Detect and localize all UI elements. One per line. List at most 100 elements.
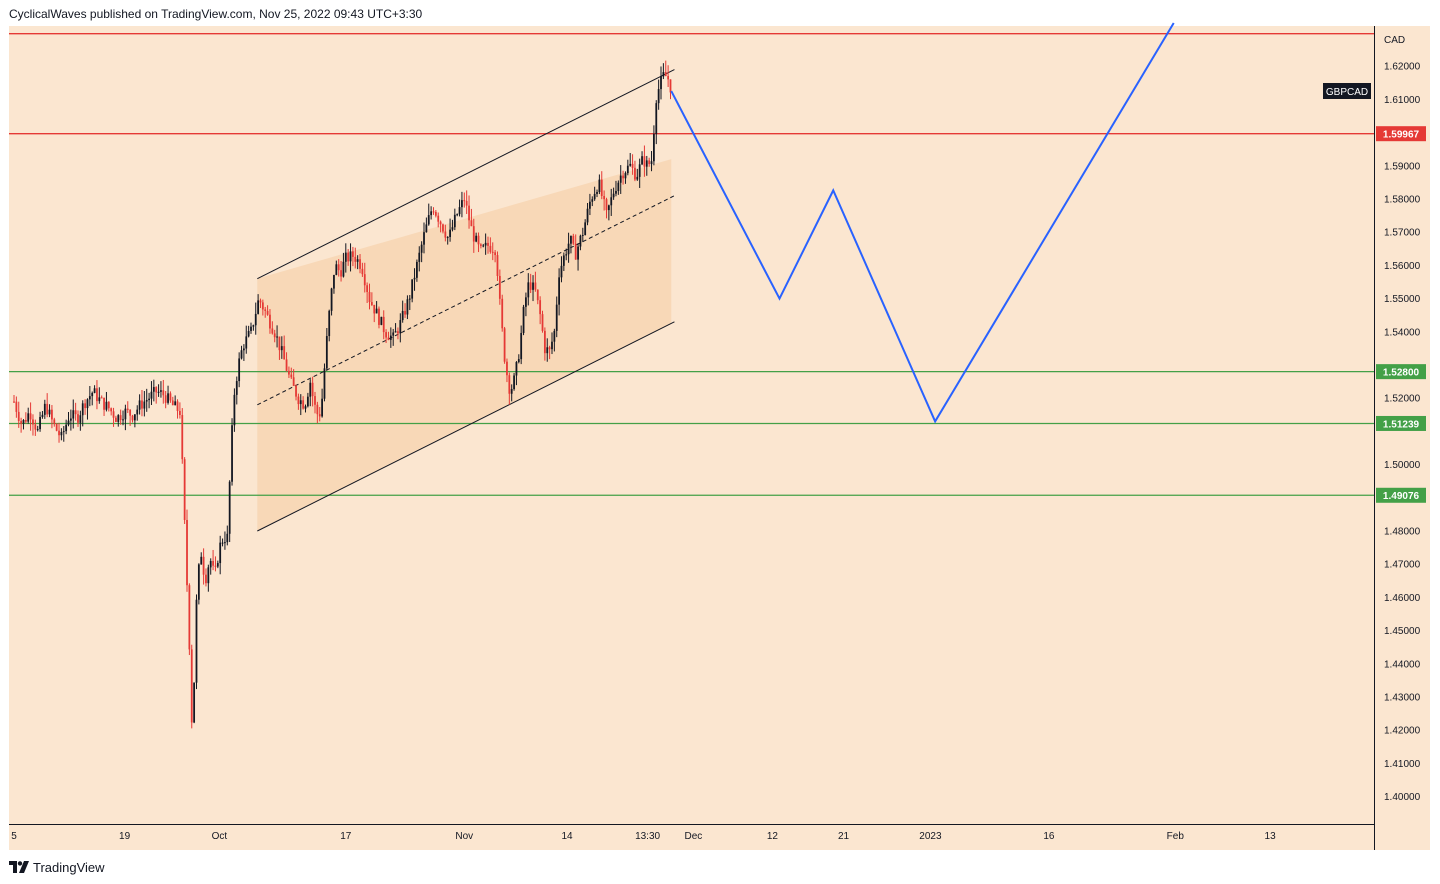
candle-body	[641, 156, 643, 165]
candle	[631, 154, 634, 175]
candle-body	[539, 300, 542, 315]
candle	[283, 335, 286, 360]
candle	[437, 212, 440, 228]
candle-body	[406, 299, 409, 315]
candle	[598, 174, 601, 195]
candle-body	[318, 414, 321, 417]
symbol-badge: GBPCAD	[1323, 83, 1371, 99]
candle	[297, 393, 300, 410]
x-tick-label: 19	[119, 831, 131, 842]
candle-body	[117, 415, 120, 422]
x-tick-label: 13	[1265, 831, 1277, 842]
candle	[157, 384, 160, 397]
candle-body	[382, 316, 385, 333]
candle	[482, 243, 485, 248]
candle	[461, 191, 463, 218]
candle-body	[51, 409, 53, 420]
candle	[77, 410, 79, 427]
candle-body	[487, 242, 489, 246]
y-tick-label: 1.62000	[1384, 62, 1421, 73]
x-tick-label: Oct	[212, 831, 228, 842]
candle-body	[330, 288, 333, 311]
candle	[148, 392, 150, 409]
candle-body	[133, 414, 136, 421]
candle	[119, 409, 122, 425]
candle-body	[252, 325, 255, 327]
candle-body	[216, 563, 219, 567]
candle	[216, 560, 219, 569]
candle	[39, 411, 41, 432]
candle-body	[525, 297, 527, 307]
candle	[304, 404, 307, 413]
candle	[107, 401, 110, 412]
candle	[15, 396, 18, 418]
candle	[501, 294, 504, 332]
candle	[520, 325, 523, 365]
candle-body	[522, 306, 525, 333]
candle	[247, 325, 250, 338]
candle-body	[171, 400, 174, 406]
candle-body	[612, 193, 615, 198]
candle-body	[160, 390, 162, 392]
candle-body	[41, 414, 44, 417]
candle-body	[472, 226, 475, 242]
candle-body	[484, 242, 487, 246]
candle-body	[349, 251, 352, 262]
candle-body	[342, 261, 345, 277]
x-tick-label: 17	[340, 831, 352, 842]
x-tick-label: 12	[767, 831, 779, 842]
candle-body	[190, 649, 193, 723]
price-level-label-text: 1.51239	[1383, 419, 1420, 430]
candle	[171, 396, 174, 406]
candle	[62, 426, 65, 442]
price-level-label-bg	[1376, 415, 1426, 431]
candle	[444, 224, 447, 242]
candle-body	[532, 282, 534, 290]
candle	[264, 306, 267, 318]
candle	[299, 394, 302, 416]
candle	[133, 414, 136, 428]
candle-body	[228, 481, 231, 534]
candle-body	[546, 347, 549, 354]
candle	[17, 401, 20, 428]
candle	[399, 313, 402, 343]
candle	[423, 222, 425, 254]
candle-body	[119, 415, 122, 420]
candle	[84, 399, 86, 415]
candle	[418, 246, 421, 272]
candle-body	[506, 361, 508, 376]
candle	[46, 393, 49, 418]
candle-body	[352, 251, 354, 257]
candle	[74, 402, 77, 421]
candle-body	[53, 419, 56, 425]
candle-body	[39, 416, 41, 430]
candle-body	[247, 330, 250, 337]
candle	[489, 237, 492, 254]
candle-body	[65, 424, 68, 432]
candle	[238, 352, 241, 388]
currency-label: CAD	[1384, 35, 1405, 46]
candle	[228, 480, 231, 543]
y-tick-label: 1.54000	[1384, 327, 1421, 338]
candle-body	[264, 309, 267, 311]
price-level-label-bg	[1376, 364, 1426, 380]
candle	[349, 243, 352, 272]
candle	[411, 279, 414, 303]
candle	[103, 397, 105, 416]
candle	[475, 232, 478, 243]
candle-body	[333, 274, 335, 289]
candle	[136, 405, 139, 421]
x-tick-label: 21	[838, 831, 850, 842]
x-tick-label: Feb	[1167, 831, 1185, 842]
candle-body	[496, 255, 499, 276]
y-tick-label: 1.44000	[1384, 659, 1421, 670]
candle	[306, 392, 309, 408]
candle	[344, 243, 347, 273]
candle-body	[84, 403, 86, 409]
candle	[316, 401, 319, 424]
candle-body	[141, 400, 143, 409]
candle-body	[115, 417, 117, 422]
candle	[470, 208, 473, 227]
candle	[347, 249, 350, 266]
